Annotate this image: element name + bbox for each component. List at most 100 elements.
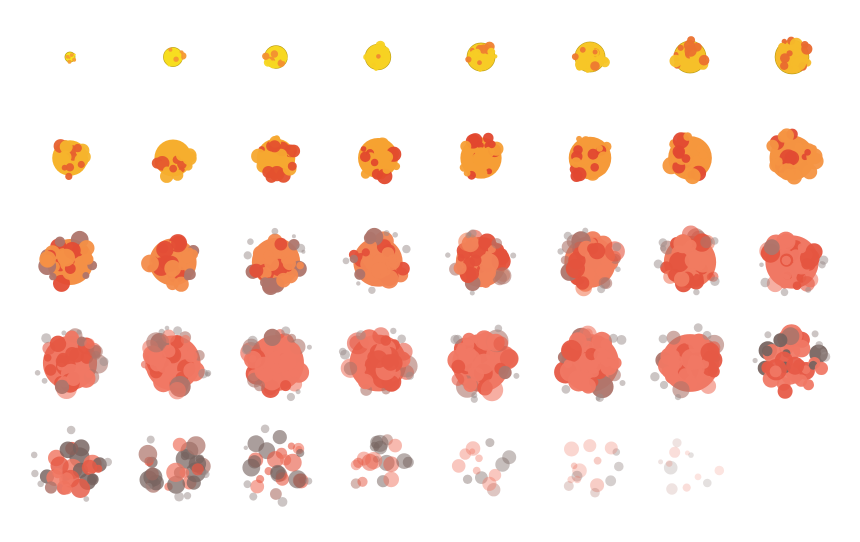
fire-blob bbox=[761, 345, 773, 357]
fire-blob bbox=[563, 481, 574, 491]
fire-blob bbox=[270, 464, 286, 480]
fire-blob bbox=[357, 373, 374, 390]
fire-blob bbox=[64, 330, 80, 345]
fire-blob bbox=[274, 237, 288, 251]
fire-blob bbox=[376, 54, 381, 59]
fire-blob bbox=[591, 331, 612, 353]
fire-blob bbox=[780, 61, 789, 70]
fire-blob bbox=[59, 140, 73, 154]
fire-blob bbox=[792, 281, 802, 291]
fire-blob bbox=[707, 341, 721, 355]
smoke-puff bbox=[513, 372, 520, 379]
fire-blob bbox=[360, 151, 371, 163]
fire-blob bbox=[65, 172, 73, 180]
fire-blob bbox=[575, 276, 590, 290]
explosion-frame bbox=[554, 325, 627, 402]
fire-blob bbox=[683, 132, 692, 141]
fire-blob bbox=[469, 134, 479, 145]
explosion-frame bbox=[350, 434, 414, 489]
fire-blob bbox=[361, 453, 379, 471]
fire-blob bbox=[579, 46, 586, 53]
fire-blob bbox=[141, 254, 159, 273]
fire-blob bbox=[598, 151, 609, 163]
fire-blob bbox=[178, 57, 182, 62]
fire-blob bbox=[696, 144, 704, 153]
fire-blob bbox=[570, 170, 583, 182]
fire-blob bbox=[349, 254, 359, 264]
fire-blob bbox=[560, 255, 570, 265]
smoke-puff bbox=[356, 330, 366, 341]
smoke-puff bbox=[510, 252, 517, 259]
fire-blob bbox=[249, 263, 264, 278]
fire-blob bbox=[360, 146, 367, 152]
explosion-frame bbox=[451, 438, 517, 497]
explosion-frame bbox=[363, 40, 392, 71]
fire-blob bbox=[268, 140, 281, 153]
smoke-puff bbox=[469, 290, 475, 296]
fire-blob bbox=[363, 231, 377, 245]
smoke-puff bbox=[815, 341, 823, 349]
fire-blob bbox=[459, 448, 471, 460]
smoke-puff bbox=[249, 492, 258, 501]
fire-blob bbox=[475, 454, 483, 463]
smoke-puff bbox=[650, 372, 660, 382]
fire-blob bbox=[272, 430, 287, 445]
smoke-puff bbox=[30, 451, 38, 459]
fire-blob bbox=[596, 264, 610, 278]
fire-blob bbox=[162, 166, 172, 175]
fire-blob bbox=[65, 163, 75, 172]
explosion-frame bbox=[242, 424, 313, 507]
fire-blob bbox=[383, 456, 400, 473]
fire-blob bbox=[388, 438, 403, 453]
fire-blob bbox=[69, 347, 85, 363]
smoke-puff bbox=[99, 357, 109, 367]
fire-blob bbox=[487, 483, 501, 497]
fire-blob bbox=[593, 347, 609, 363]
fire-blob bbox=[576, 135, 583, 142]
smoke-puff bbox=[173, 326, 183, 335]
fire-blob bbox=[61, 483, 73, 495]
fire-blob bbox=[462, 474, 473, 484]
fire-blob bbox=[69, 53, 74, 57]
fire-blob bbox=[786, 168, 802, 185]
smoke-puff bbox=[471, 392, 478, 399]
explosion-frame bbox=[338, 327, 418, 396]
fire-blob bbox=[492, 271, 507, 286]
smoke-puff bbox=[693, 323, 703, 332]
fire-blob bbox=[275, 148, 288, 161]
fire-blob bbox=[672, 438, 682, 448]
smoke-puff bbox=[243, 445, 248, 450]
smoke-puff bbox=[702, 330, 712, 340]
fire-blob bbox=[451, 359, 466, 374]
smoke-puff bbox=[305, 477, 313, 485]
fire-blob bbox=[694, 473, 702, 481]
fire-blob bbox=[462, 332, 476, 346]
fire-blob bbox=[658, 459, 664, 465]
explosion-frame bbox=[243, 227, 307, 295]
fire-blob bbox=[282, 256, 296, 271]
smoke-puff bbox=[356, 281, 361, 286]
smoke-puff bbox=[247, 335, 258, 346]
explosion-frame bbox=[358, 137, 402, 185]
fire-blob bbox=[181, 251, 194, 264]
smoke-puff bbox=[383, 230, 390, 237]
smoke-puff bbox=[764, 331, 772, 339]
fire-blob bbox=[283, 453, 302, 472]
smoke-puff bbox=[61, 330, 67, 336]
explosion-frame bbox=[30, 425, 112, 502]
fire-blob bbox=[567, 476, 575, 484]
fire-blob bbox=[488, 468, 502, 482]
smoke-puff bbox=[306, 344, 312, 350]
fire-blob bbox=[681, 154, 691, 163]
smoke-puff bbox=[660, 245, 667, 252]
fire-blob bbox=[677, 44, 684, 51]
fire-blob bbox=[451, 373, 465, 386]
fire-blob bbox=[482, 476, 497, 491]
fire-blob bbox=[463, 378, 478, 392]
fire-blob bbox=[614, 461, 624, 472]
fire-blob bbox=[280, 380, 292, 392]
fire-blob bbox=[378, 48, 388, 58]
fire-blob bbox=[573, 145, 583, 155]
fire-blob bbox=[357, 476, 368, 487]
fire-blob bbox=[491, 238, 503, 249]
